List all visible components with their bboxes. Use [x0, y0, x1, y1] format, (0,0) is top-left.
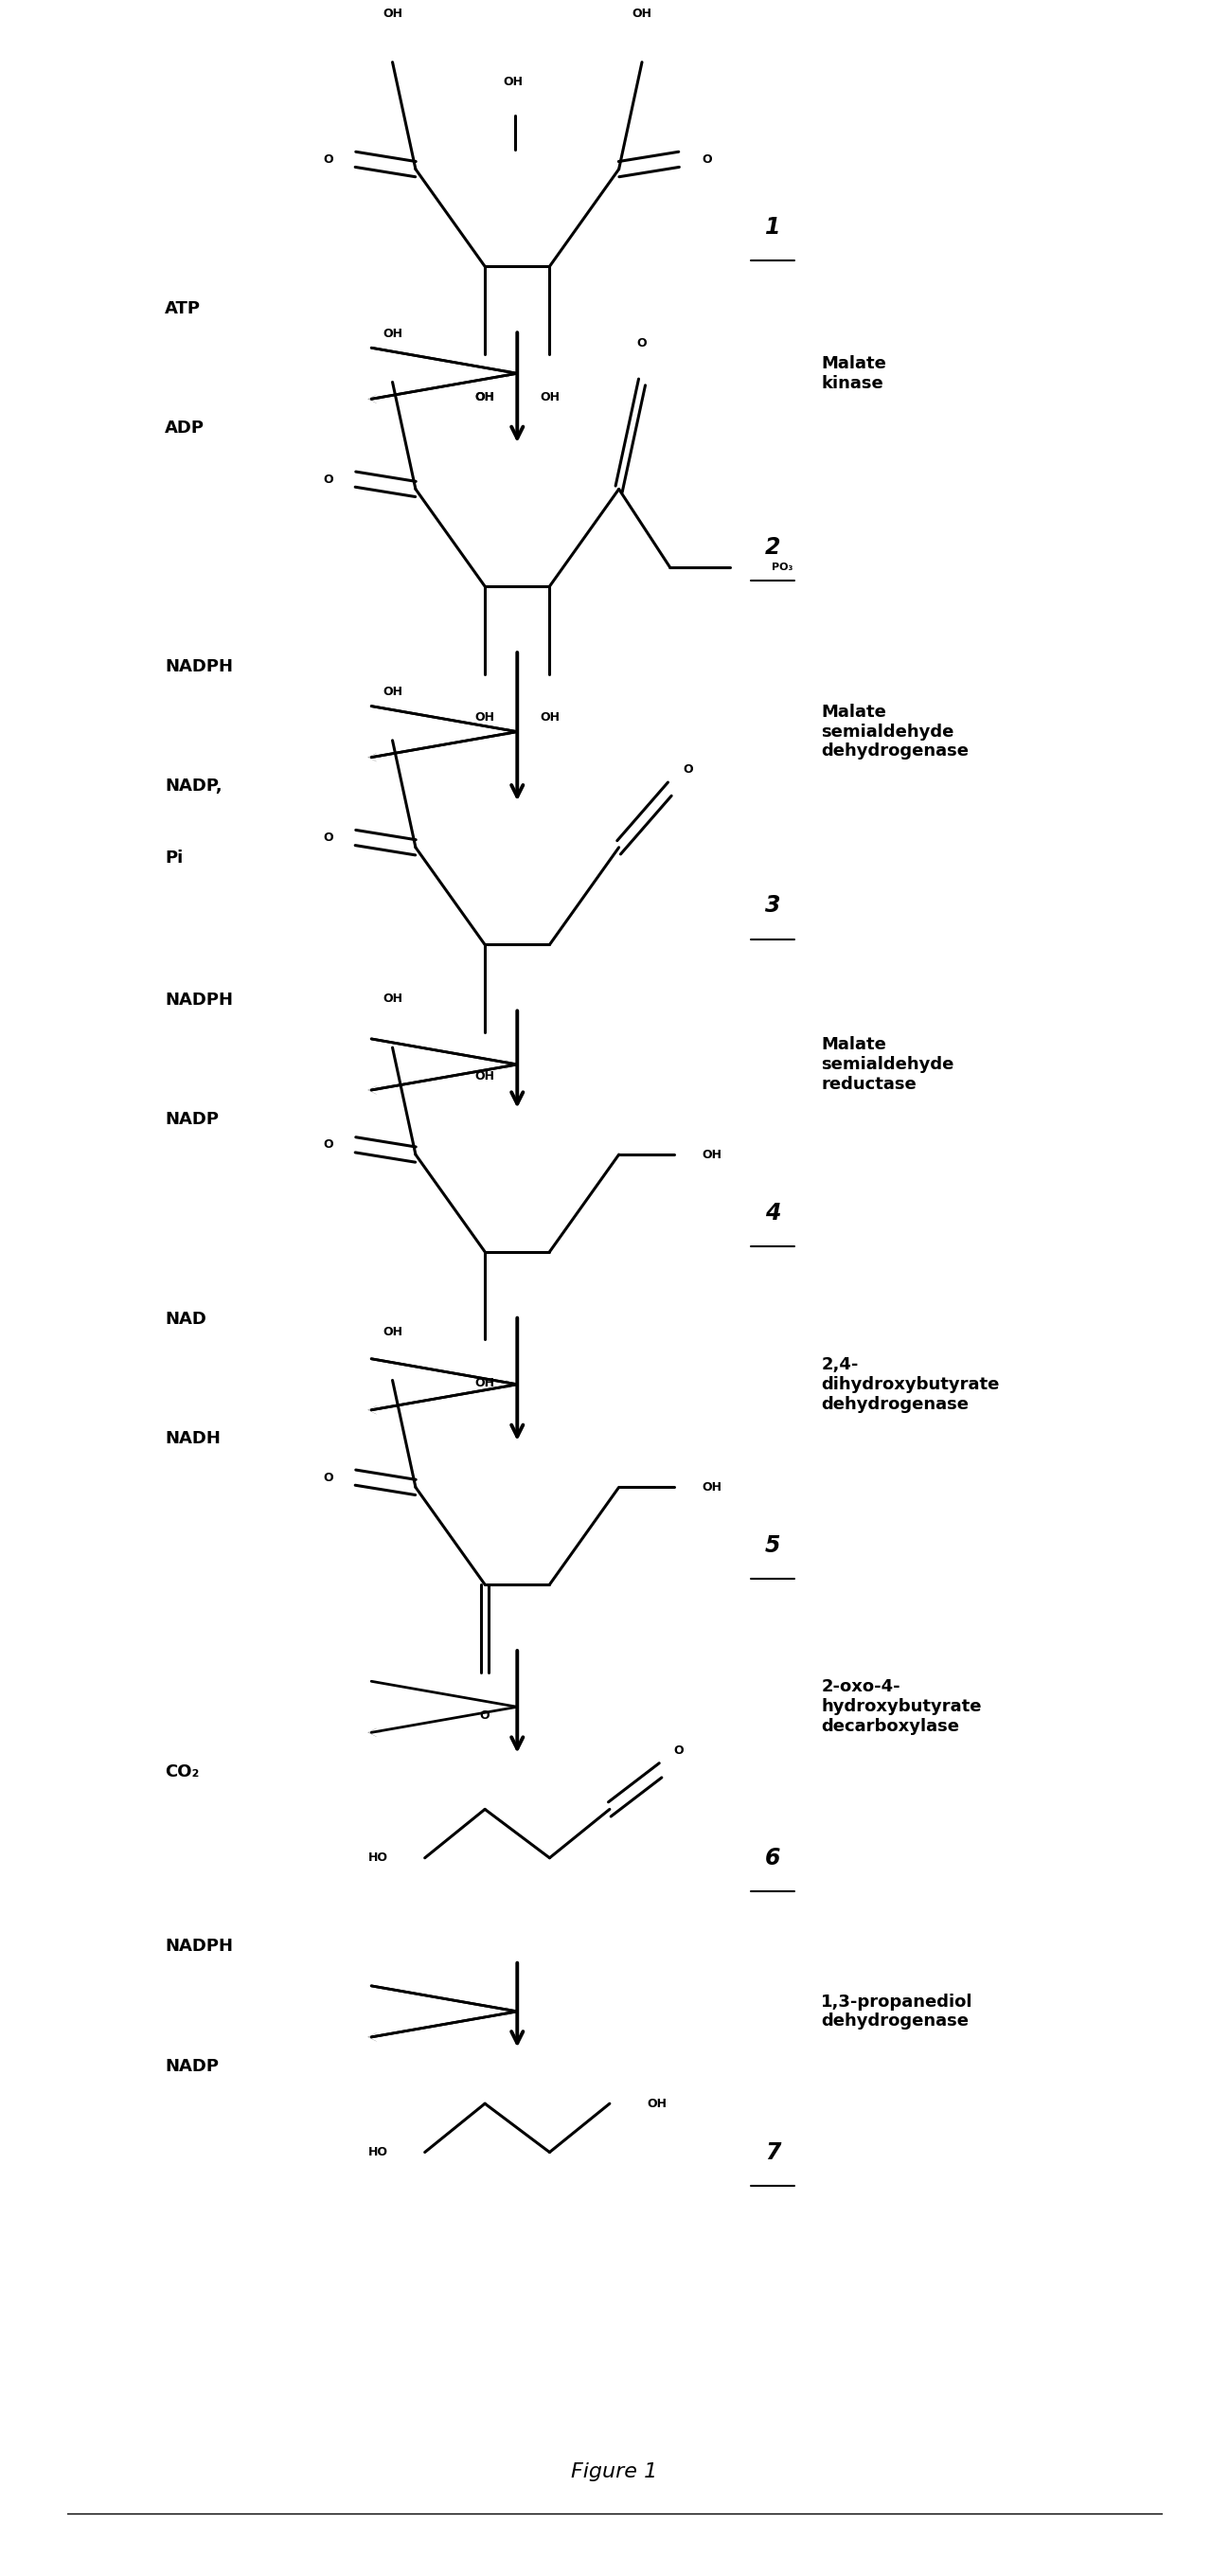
- Text: 7: 7: [764, 2141, 780, 2164]
- Text: OH: OH: [702, 1149, 721, 1162]
- Text: OH: OH: [382, 327, 402, 340]
- Text: OH: OH: [702, 1481, 721, 1494]
- Text: OH: OH: [540, 711, 559, 724]
- Text: NADPH: NADPH: [165, 659, 232, 675]
- Text: OH: OH: [382, 8, 402, 21]
- Text: HO: HO: [367, 2146, 388, 2159]
- Text: NADPH: NADPH: [165, 1937, 232, 1955]
- Text: 2-oxo-4-
hydroxybutyrate
decarboxylase: 2-oxo-4- hydroxybutyrate decarboxylase: [821, 1680, 982, 1736]
- Text: O: O: [683, 762, 693, 775]
- Text: OH: OH: [382, 992, 402, 1005]
- Text: 3: 3: [764, 894, 780, 917]
- Text: O: O: [702, 155, 712, 165]
- Text: Malate
semialdehyde
dehydrogenase: Malate semialdehyde dehydrogenase: [821, 703, 968, 760]
- Text: CO₂: CO₂: [165, 1762, 199, 1780]
- Text: O: O: [323, 474, 333, 484]
- Text: OH: OH: [540, 392, 559, 404]
- Text: OH: OH: [382, 685, 402, 698]
- Text: 5: 5: [764, 1535, 780, 1556]
- Text: O: O: [673, 1744, 685, 1757]
- Text: NADP: NADP: [165, 1110, 219, 1128]
- Text: OH: OH: [632, 8, 651, 21]
- Text: 2,4-
dihydroxybutyrate
dehydrogenase: 2,4- dihydroxybutyrate dehydrogenase: [821, 1355, 999, 1412]
- Text: O: O: [323, 1471, 333, 1484]
- Text: OH: OH: [474, 711, 495, 724]
- Text: OH: OH: [382, 1327, 402, 1337]
- Text: O: O: [323, 155, 333, 165]
- Text: OH: OH: [474, 1069, 495, 1082]
- Text: 1: 1: [764, 216, 780, 240]
- Text: ATP: ATP: [165, 299, 200, 317]
- Text: HO: HO: [367, 1852, 388, 1865]
- Text: O: O: [479, 1710, 490, 1721]
- Text: Malate
kinase: Malate kinase: [821, 355, 886, 392]
- Text: OH: OH: [646, 2097, 666, 2110]
- Text: NAD: NAD: [165, 1311, 206, 1329]
- Text: Pi: Pi: [165, 850, 183, 866]
- Text: NADPH: NADPH: [165, 992, 232, 1007]
- Text: O: O: [637, 337, 646, 350]
- Text: Figure 1: Figure 1: [571, 2463, 658, 2481]
- Text: 1,3-propanediol
dehydrogenase: 1,3-propanediol dehydrogenase: [821, 1994, 973, 2030]
- Text: O: O: [323, 832, 333, 845]
- Text: OH: OH: [474, 392, 495, 404]
- Text: ADP: ADP: [165, 420, 204, 435]
- Text: 6: 6: [764, 1847, 780, 1870]
- Text: 4: 4: [764, 1200, 780, 1224]
- Text: 2: 2: [764, 536, 780, 559]
- Text: NADP,: NADP,: [165, 778, 222, 796]
- Text: Malate
semialdehyde
reductase: Malate semialdehyde reductase: [821, 1036, 954, 1092]
- Text: NADP: NADP: [165, 2058, 219, 2074]
- Text: OH: OH: [474, 392, 495, 404]
- Text: NADH: NADH: [165, 1430, 220, 1448]
- Text: OH: OH: [503, 75, 522, 88]
- Text: OH: OH: [474, 1378, 495, 1388]
- Text: O: O: [323, 1139, 333, 1151]
- Text: PO₃: PO₃: [772, 562, 793, 572]
